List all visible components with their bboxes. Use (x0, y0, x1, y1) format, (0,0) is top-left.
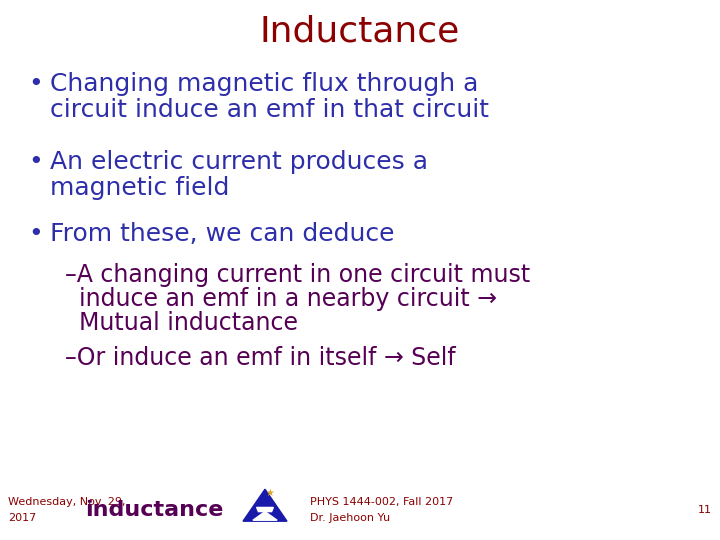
Text: Dr. Jaehoon Yu: Dr. Jaehoon Yu (310, 513, 390, 523)
Text: From these, we can deduce: From these, we can deduce (50, 222, 395, 246)
Text: Wednesday, Nov. 29,: Wednesday, Nov. 29, (8, 497, 125, 507)
Text: •: • (28, 72, 42, 96)
Text: Changing magnetic flux through a: Changing magnetic flux through a (50, 72, 478, 96)
Text: •: • (28, 222, 42, 246)
Text: •: • (28, 150, 42, 174)
Text: 11: 11 (698, 505, 712, 515)
Text: ★: ★ (266, 488, 274, 498)
Polygon shape (243, 489, 287, 521)
Polygon shape (253, 511, 277, 520)
Text: Mutual inductance: Mutual inductance (79, 311, 298, 335)
Text: –Or induce an emf in itself → Self: –Or induce an emf in itself → Self (65, 346, 456, 370)
Text: magnetic field: magnetic field (50, 176, 230, 200)
Text: induce an emf in a nearby circuit →: induce an emf in a nearby circuit → (79, 287, 497, 311)
Text: An electric current produces a: An electric current produces a (50, 150, 428, 174)
Text: circuit induce an emf in that circuit: circuit induce an emf in that circuit (50, 98, 489, 122)
Polygon shape (256, 508, 274, 511)
Text: –A changing current in one circuit must: –A changing current in one circuit must (65, 263, 530, 287)
Text: inductance: inductance (85, 500, 223, 520)
Text: Inductance: Inductance (260, 15, 460, 49)
Text: PHYS 1444-002, Fall 2017: PHYS 1444-002, Fall 2017 (310, 497, 454, 507)
Text: 2017: 2017 (8, 513, 36, 523)
